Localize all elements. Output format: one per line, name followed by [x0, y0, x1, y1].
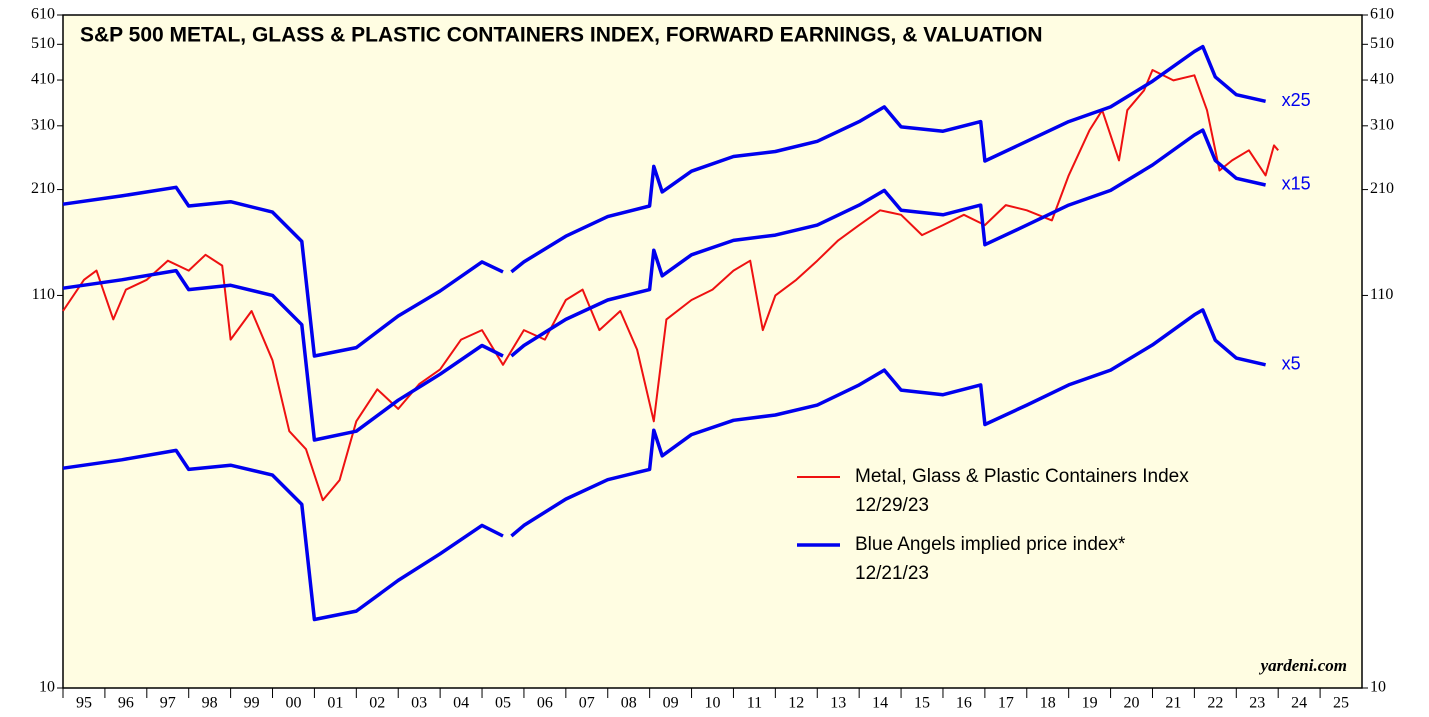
x-tick-label: 17 — [998, 695, 1014, 712]
x-tick-label: 16 — [956, 695, 972, 712]
series-line — [62, 128, 1266, 442]
x-tick-label: 18 — [1040, 695, 1056, 712]
x-tick-label: 11 — [747, 695, 762, 712]
x-tick-label: 97 — [160, 695, 176, 712]
series-line — [62, 69, 1279, 502]
x-tick-label: 07 — [579, 695, 595, 712]
x-tick-label: 00 — [285, 695, 301, 712]
annotation: x15 — [1282, 174, 1311, 194]
legend-label: Metal, Glass & Plastic Containers Index — [855, 466, 1189, 487]
x-tick-label: 03 — [411, 695, 427, 712]
x-tick-label: 05 — [495, 695, 511, 712]
y-tick-label: 610 — [31, 6, 55, 23]
x-tick-label: 95 — [76, 695, 92, 712]
x-tick-label: 08 — [621, 695, 637, 712]
y-tick-label: 110 — [32, 286, 55, 303]
annotation: x25 — [1282, 90, 1311, 110]
x-tick-label: 01 — [327, 695, 343, 712]
x-tick-label: 99 — [244, 695, 260, 712]
x-tick-label: 96 — [118, 695, 134, 712]
y-tick-label: 10 — [39, 679, 55, 696]
legend-date: 12/21/23 — [855, 563, 929, 584]
x-tick-label: 15 — [914, 695, 930, 712]
legend-label: Blue Angels implied price index* — [855, 534, 1126, 555]
y-tick-label: 110 — [1370, 286, 1393, 303]
series-line — [62, 44, 1266, 358]
y-tick-label: 210 — [31, 180, 55, 197]
x-tick-label: 02 — [369, 695, 385, 712]
x-tick-label: 06 — [537, 695, 553, 712]
y-tick-label: 510 — [1370, 35, 1394, 52]
x-tick-label: 04 — [453, 695, 469, 712]
y-tick-label: 510 — [31, 35, 55, 52]
x-tick-label: 24 — [1291, 695, 1307, 712]
x-tick-label: 25 — [1333, 695, 1349, 712]
series-line — [62, 308, 1266, 622]
x-tick-label: 23 — [1249, 695, 1265, 712]
source: yardeni.com — [1259, 656, 1347, 675]
x-tick-label: 13 — [830, 695, 846, 712]
x-tick-label: 22 — [1207, 695, 1223, 712]
x-tick-label: 10 — [705, 695, 721, 712]
x-tick-label: 21 — [1165, 695, 1181, 712]
x-tick-label: 12 — [788, 695, 804, 712]
y-tick-label: 10 — [1370, 679, 1386, 696]
x-tick-label: 98 — [202, 695, 218, 712]
x-tick-label: 20 — [1124, 695, 1140, 712]
annotation: x5 — [1282, 354, 1301, 374]
x-tick-label: 19 — [1082, 695, 1098, 712]
y-tick-label: 310 — [31, 116, 55, 133]
x-tick-label: 09 — [663, 695, 679, 712]
chart-title: S&P 500 METAL, GLASS & PLASTIC CONTAINER… — [80, 24, 1043, 47]
legend-date: 12/29/23 — [855, 495, 929, 516]
y-tick-label: 410 — [31, 71, 55, 88]
y-tick-label: 310 — [1370, 116, 1394, 133]
y-tick-label: 610 — [1370, 6, 1394, 23]
y-tick-label: 410 — [1370, 71, 1394, 88]
y-tick-label: 210 — [1370, 180, 1394, 197]
plot-area — [62, 14, 1363, 689]
x-tick-label: 14 — [872, 695, 888, 712]
